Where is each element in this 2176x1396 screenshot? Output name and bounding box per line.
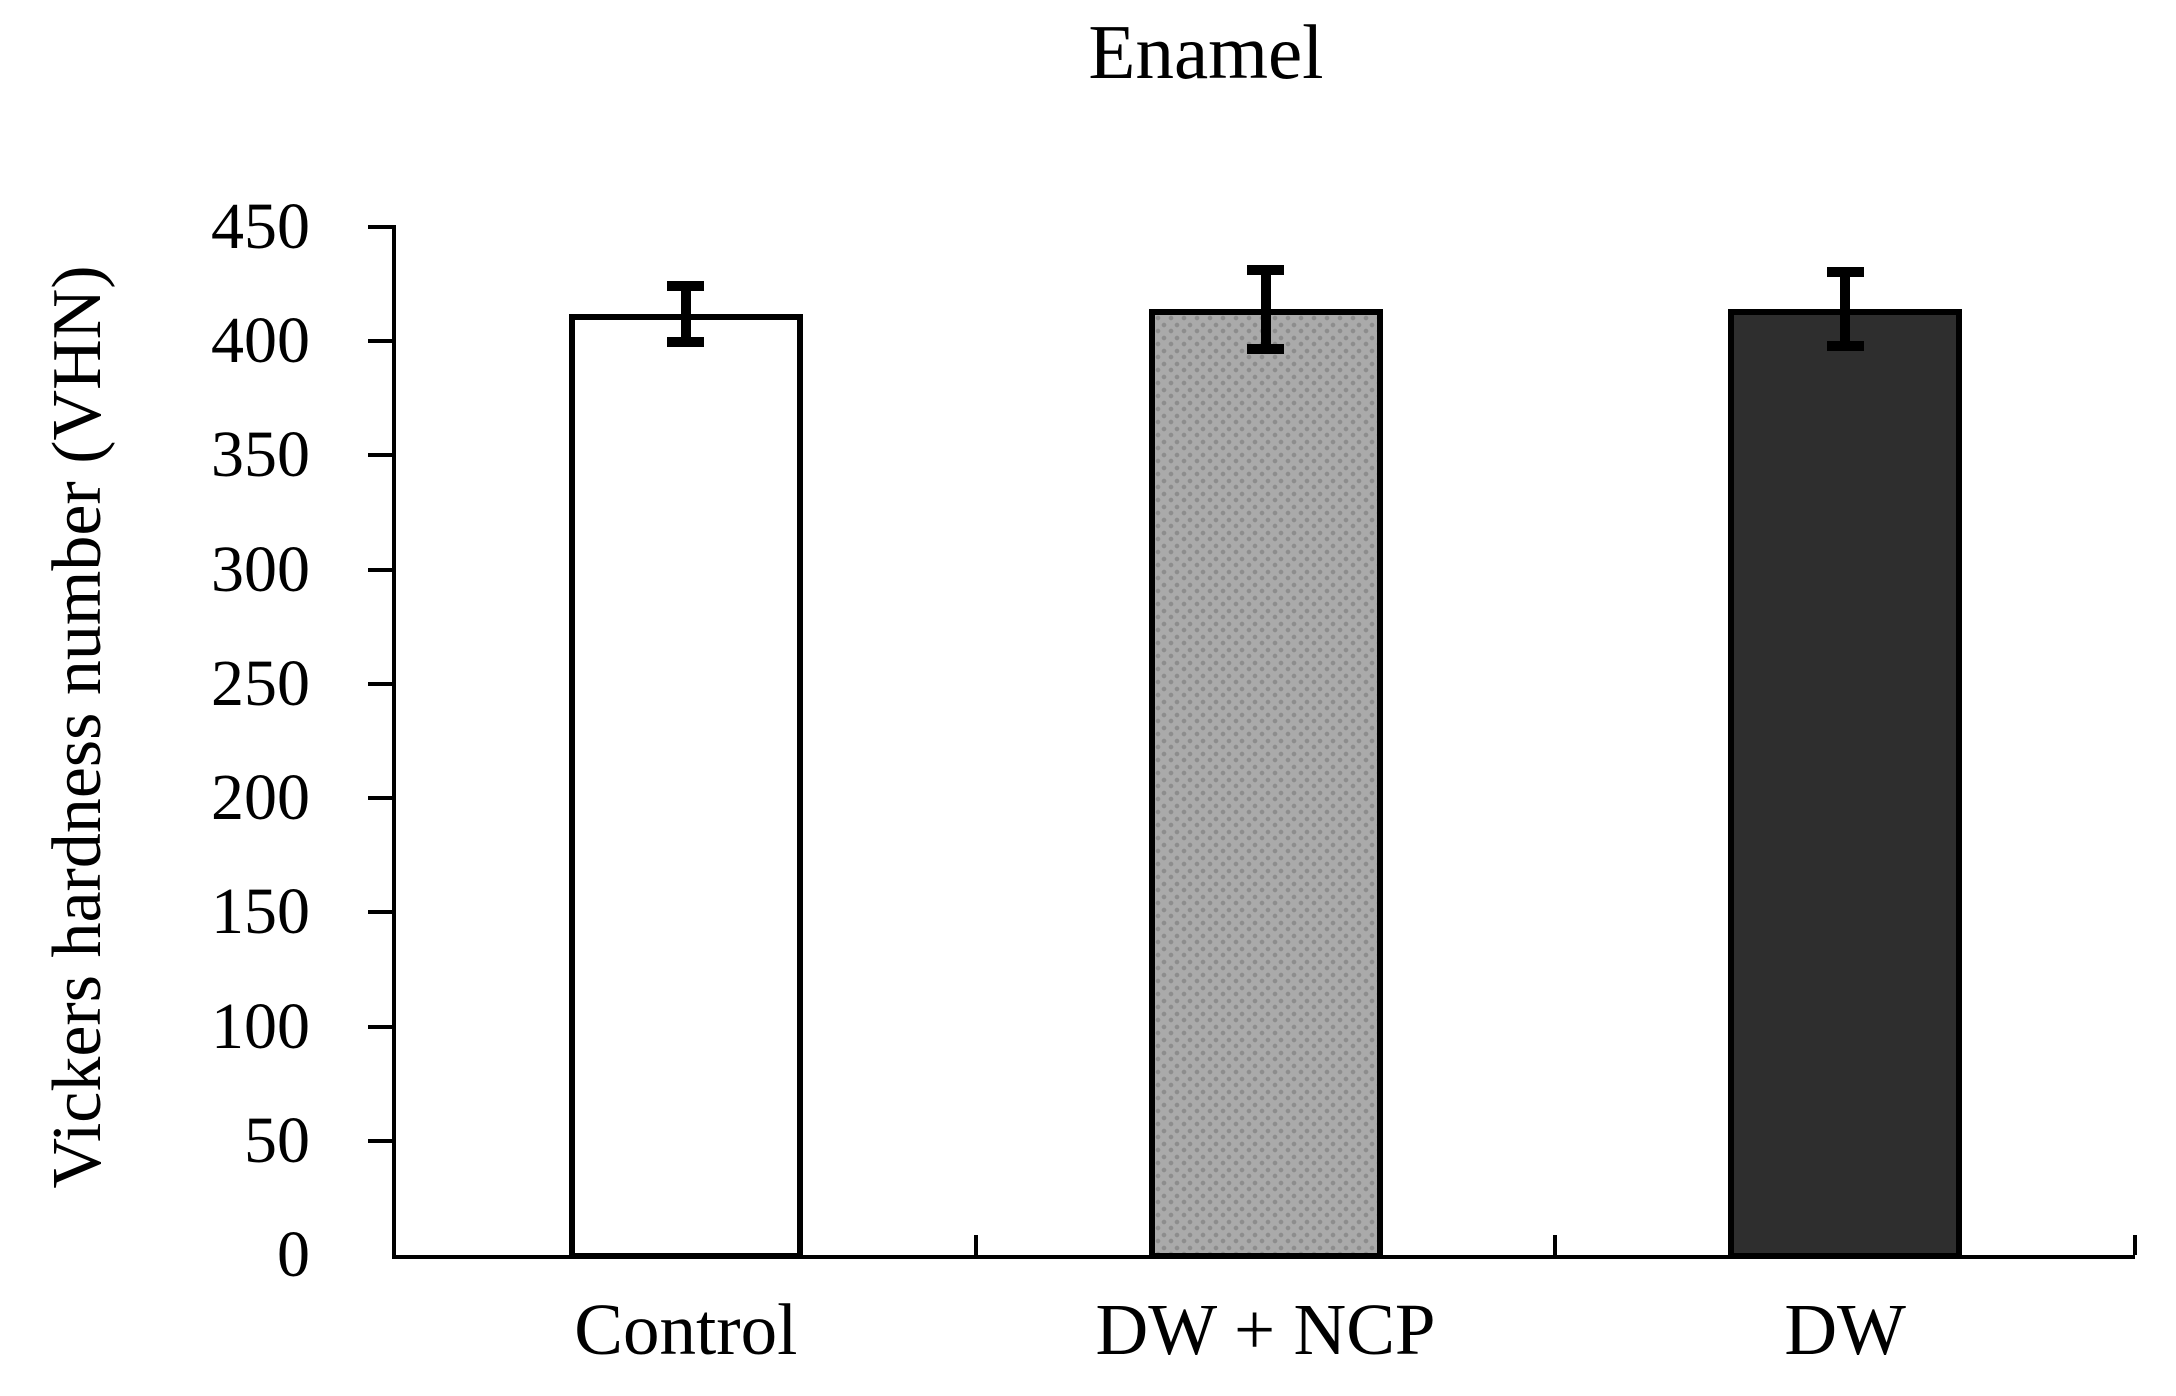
bar-dw-ncp bbox=[1148, 309, 1383, 1259]
y-axis-tick-label: 350 bbox=[211, 418, 310, 492]
y-axis-tick-label: 450 bbox=[211, 190, 310, 263]
y-axis-tick-label: 200 bbox=[211, 761, 310, 835]
error-bar-top-cap bbox=[1826, 267, 1864, 278]
y-axis-tick bbox=[368, 1024, 392, 1029]
x-axis-tick bbox=[2133, 1235, 2137, 1255]
y-axis-tick-label: 300 bbox=[211, 532, 310, 606]
x-axis-category-label: DW + NCP bbox=[1095, 1289, 1436, 1370]
error-bar-top-cap bbox=[667, 280, 705, 291]
y-axis-tick bbox=[368, 681, 392, 686]
error-bar-line bbox=[1260, 265, 1271, 353]
y-axis-tick bbox=[368, 339, 392, 344]
x-axis-category-label: Control bbox=[574, 1289, 798, 1370]
y-axis-tick-label: 50 bbox=[244, 1103, 310, 1177]
y-axis-tick-label: 100 bbox=[211, 989, 310, 1063]
bar-control bbox=[568, 313, 803, 1259]
y-axis-tick-label: 0 bbox=[277, 1218, 310, 1291]
error-bar-top-cap bbox=[1247, 264, 1284, 275]
x-axis-tick bbox=[1553, 1235, 1558, 1255]
error-bar-line bbox=[1840, 268, 1851, 351]
x-axis-category-label: DW bbox=[1784, 1289, 1906, 1370]
y-axis-tick-label: 400 bbox=[211, 304, 310, 378]
y-axis-tick bbox=[368, 910, 392, 915]
y-axis-tick-label: 150 bbox=[211, 875, 310, 949]
chart-title: Enamel bbox=[1088, 9, 1324, 95]
error-bar-bottom-cap bbox=[1247, 343, 1284, 354]
y-axis-tick-label: 250 bbox=[211, 646, 310, 720]
x-axis-tick bbox=[973, 1235, 978, 1255]
y-axis-tick bbox=[368, 796, 392, 801]
bar-dw bbox=[1728, 309, 1963, 1259]
error-bar-bottom-cap bbox=[1826, 341, 1864, 352]
y-axis-tick bbox=[368, 225, 392, 229]
error-bar-bottom-cap bbox=[667, 336, 705, 347]
y-axis-tick bbox=[368, 567, 392, 572]
y-axis-tick bbox=[368, 1138, 392, 1143]
y-axis-tick bbox=[368, 453, 392, 458]
error-bar-line bbox=[680, 281, 691, 346]
